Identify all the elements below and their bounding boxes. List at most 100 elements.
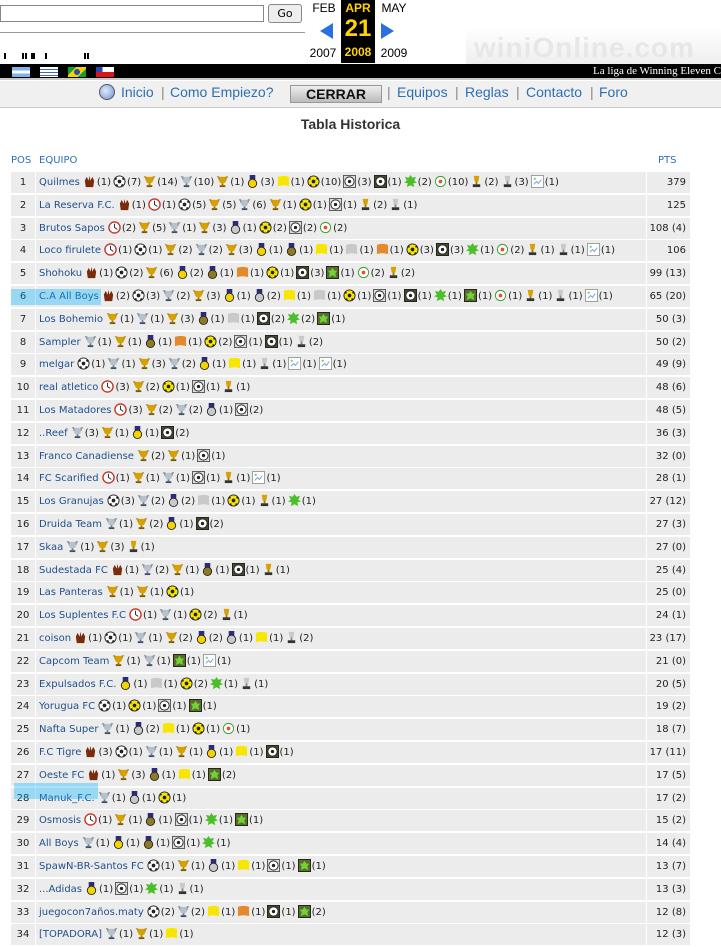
silver-trophy-icon[interactable] bbox=[82, 836, 95, 849]
yellow-ball-icon[interactable] bbox=[162, 380, 175, 393]
silver-medal-icon[interactable] bbox=[225, 631, 238, 644]
gold-trophy-icon[interactable] bbox=[225, 243, 238, 256]
gray-ball-icon[interactable] bbox=[235, 403, 249, 416]
silver-trophy-icon[interactable] bbox=[84, 335, 97, 348]
gold-trophy-icon[interactable] bbox=[114, 813, 127, 826]
clock-award-icon[interactable] bbox=[104, 243, 117, 257]
silver-trophy-icon[interactable] bbox=[175, 403, 188, 416]
gold-trophy-icon[interactable] bbox=[106, 585, 119, 598]
nav-inicio[interactable]: Inicio bbox=[121, 84, 154, 100]
small-green-ball-icon[interactable] bbox=[222, 722, 235, 735]
column-header-team[interactable]: EQUIPO bbox=[39, 155, 78, 166]
gold-trophy-icon[interactable] bbox=[117, 768, 130, 781]
silver-cup-icon[interactable] bbox=[389, 198, 402, 211]
silver-trophy-icon[interactable] bbox=[159, 608, 172, 621]
small-green-ball-icon[interactable] bbox=[494, 289, 507, 302]
team-name-link[interactable]: [TOPADORA] bbox=[39, 929, 102, 941]
gold-trophy-icon[interactable] bbox=[96, 540, 109, 553]
gold-cup-icon[interactable] bbox=[387, 266, 400, 279]
gold-trophy-icon[interactable] bbox=[138, 221, 151, 234]
silver-trophy-icon[interactable] bbox=[71, 426, 84, 439]
gold-medal-icon[interactable] bbox=[198, 357, 211, 371]
brazil-flag-icon[interactable] bbox=[68, 67, 86, 77]
yellow-flag-icon[interactable] bbox=[255, 631, 268, 644]
silver-trophy-icon[interactable] bbox=[105, 927, 118, 940]
team-name-link[interactable]: C.A All Boys bbox=[39, 291, 99, 302]
team-name-link[interactable]: SpawN-BR-Santos FC bbox=[39, 861, 144, 872]
bronze-medal-icon[interactable] bbox=[148, 767, 161, 781]
gold-medal-icon[interactable] bbox=[131, 425, 144, 439]
silver-cup-icon[interactable] bbox=[176, 882, 189, 895]
yellow-ball-icon[interactable] bbox=[266, 266, 279, 279]
gold-medal-icon[interactable] bbox=[119, 676, 132, 690]
gold-medal-icon[interactable] bbox=[85, 881, 98, 895]
dark-ball-icon[interactable] bbox=[373, 175, 387, 188]
gold-trophy-icon[interactable] bbox=[135, 927, 148, 940]
broken-image-icon[interactable] bbox=[530, 175, 544, 188]
dark-ball-icon[interactable] bbox=[256, 311, 270, 325]
gray-ball-icon[interactable] bbox=[172, 836, 186, 850]
broken-image-icon[interactable] bbox=[202, 653, 216, 667]
prev-arrow-icon[interactable] bbox=[320, 23, 333, 39]
gold-trophy-icon[interactable] bbox=[198, 221, 211, 234]
soccer-ball-icon[interactable] bbox=[115, 745, 128, 758]
gold-trophy-icon[interactable] bbox=[106, 312, 119, 325]
silver-cup-icon[interactable] bbox=[554, 289, 567, 302]
gray-ball-icon[interactable] bbox=[234, 334, 248, 348]
gold-trophy-icon[interactable] bbox=[216, 175, 229, 188]
gray-ball-icon[interactable] bbox=[115, 881, 129, 895]
green-badge-icon[interactable] bbox=[209, 676, 223, 690]
silver-medal-icon[interactable] bbox=[207, 859, 220, 872]
team-name-link[interactable]: Osmosis bbox=[39, 815, 82, 827]
broken-image-icon[interactable] bbox=[252, 471, 266, 485]
silver-trophy-icon[interactable] bbox=[162, 471, 175, 484]
team-name-link[interactable]: Los Matadores bbox=[39, 405, 112, 416]
gray-flag-icon[interactable] bbox=[345, 243, 358, 256]
silver-trophy-icon[interactable] bbox=[195, 243, 208, 256]
team-name-link[interactable]: Shohoku bbox=[39, 268, 83, 280]
green-badge-icon[interactable] bbox=[287, 311, 301, 325]
gold-cup-icon[interactable] bbox=[262, 563, 275, 576]
glove-award-icon[interactable] bbox=[118, 198, 131, 211]
soccer-ball-icon[interactable] bbox=[132, 289, 145, 302]
silver-cup-icon[interactable] bbox=[295, 335, 308, 348]
yellow-ball-icon[interactable] bbox=[204, 335, 217, 348]
gold-trophy-icon[interactable] bbox=[145, 266, 158, 279]
bronze-medal-icon[interactable] bbox=[201, 562, 214, 576]
green-badge-icon[interactable] bbox=[204, 813, 218, 826]
soccer-ball-icon[interactable] bbox=[107, 494, 120, 507]
team-name-link[interactable]: Las Panteras bbox=[39, 587, 103, 599]
silver-cup-icon[interactable] bbox=[285, 631, 298, 644]
next-arrow-icon[interactable] bbox=[381, 23, 394, 39]
silver-trophy-icon[interactable] bbox=[180, 175, 193, 188]
bronze-medal-icon[interactable] bbox=[206, 266, 219, 280]
yellow-ball-icon[interactable] bbox=[189, 608, 202, 621]
gold-trophy-icon[interactable] bbox=[166, 312, 179, 325]
glove-award-icon[interactable] bbox=[102, 289, 115, 302]
gold-cup-icon[interactable] bbox=[222, 380, 235, 393]
silver-trophy-icon[interactable] bbox=[98, 791, 111, 804]
silver-cup-icon[interactable] bbox=[501, 175, 514, 188]
gold-trophy-icon[interactable] bbox=[208, 198, 221, 211]
gold-trophy-icon[interactable] bbox=[132, 380, 145, 393]
next-month-label[interactable]: MAY bbox=[381, 1, 407, 15]
team-name-link[interactable]: Los Suplentes F.C bbox=[39, 610, 126, 622]
broken-image-icon[interactable] bbox=[318, 357, 332, 371]
yellow-ball-icon[interactable] bbox=[343, 289, 356, 302]
gray-ball-icon[interactable] bbox=[197, 448, 211, 462]
team-name-link[interactable]: All Boys bbox=[39, 838, 79, 850]
gold-cup-icon[interactable] bbox=[127, 540, 140, 553]
silver-trophy-icon[interactable] bbox=[101, 722, 114, 735]
dark-ball-icon[interactable] bbox=[296, 266, 310, 280]
team-name-link[interactable]: Los Granujas bbox=[39, 496, 104, 508]
gray-flag-icon[interactable] bbox=[150, 677, 163, 690]
nav-contacto[interactable]: Contacto bbox=[526, 84, 583, 100]
green-shield-icon[interactable] bbox=[172, 653, 186, 667]
green-badge-icon[interactable] bbox=[466, 243, 480, 256]
small-green-ball-icon[interactable] bbox=[496, 243, 509, 256]
yellow-flag-icon[interactable] bbox=[315, 243, 328, 256]
team-name-link[interactable]: Nafta Super bbox=[39, 724, 99, 736]
nav-foro[interactable]: Foro bbox=[599, 84, 628, 100]
bronze-medal-icon[interactable] bbox=[197, 311, 210, 325]
silver-cup-icon[interactable] bbox=[258, 357, 271, 370]
